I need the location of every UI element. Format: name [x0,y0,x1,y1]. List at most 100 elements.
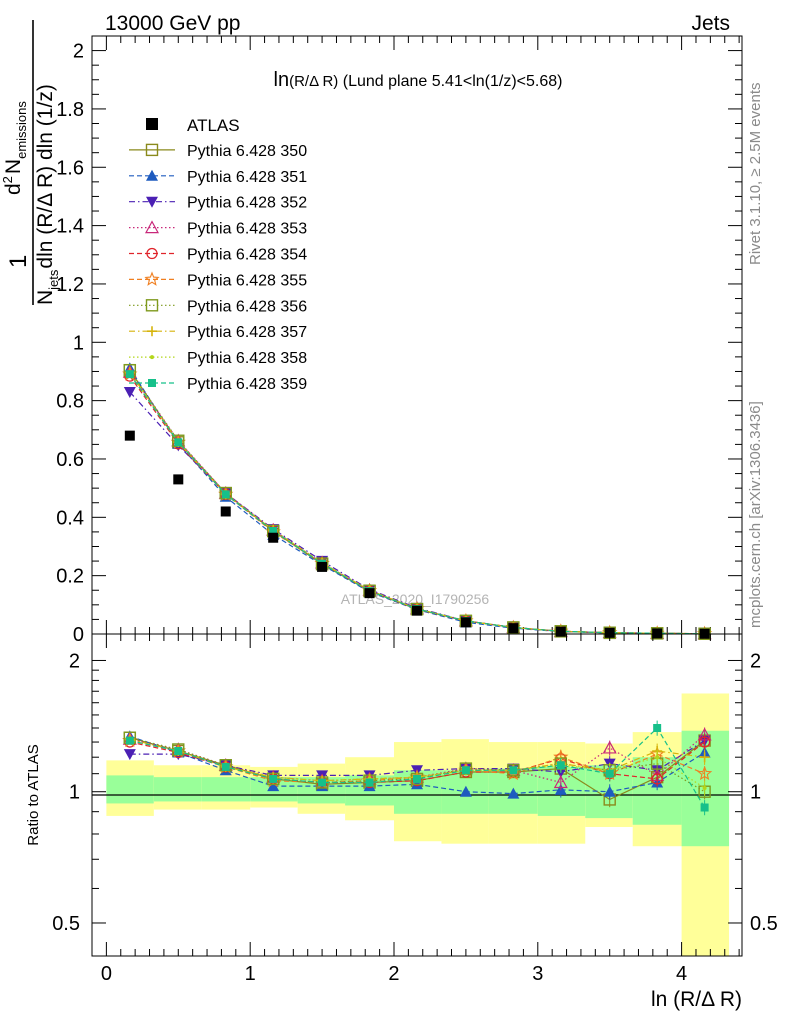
ratio-marker [655,755,660,760]
ylabel-denominator: dln (R/Δ R) dln (1/z) [34,84,57,268]
ratio-marker [461,766,470,775]
ylabel-emissions: emissions [14,101,29,159]
rivet-label: Rivet 3.1.10, ≥ 2.5M events [747,83,764,266]
legend-marker [145,299,159,312]
atlas-data-point [173,474,184,485]
ratio-marker [365,778,374,787]
ratio-y-axis-label: Ratio to ATLAS [25,744,42,845]
mcplots-label: mcplots.cern.ch [arXiv:1306.3436] [747,401,764,628]
ratio-marker [413,774,421,783]
ylabel-jets: jets [46,269,61,291]
legend-marker [146,196,158,208]
ratio-marker [174,746,183,755]
x-tick-label: 4 [676,963,687,985]
ratio-ytick-label: 0.5 [52,913,80,935]
atlas-data-point [460,617,471,628]
x-axis-label: ln (R/Δ R) [651,988,742,1011]
atlas-data-points [124,430,710,639]
legend-marker [150,355,154,360]
header-energy-label: 13000 GeV pp [105,12,240,35]
legend-label: Pythia 6.428 351 [187,169,307,186]
main-ytick-label: 1.8 [56,99,84,121]
main-y-axis-title: 1 d2 Nemissions Njetsdln (R/Δ R) dln (1/z… [0,20,61,305]
ratio-marker [699,752,710,763]
legend-label: Pythia 6.428 354 [187,247,307,264]
ratio-ytick-label-right: 1 [750,782,761,804]
ratio-marker [702,785,707,790]
main-ytick-label: 0.4 [56,507,84,529]
atlas-data-point [268,532,279,543]
main-marker [125,370,134,379]
ratio-stat-band [153,777,202,802]
main-ytick-label: 0.2 [56,566,84,588]
atlas-data-point [652,628,663,639]
ratio-uncertainty-bands [106,693,730,956]
legend-label: Pythia 6.428 358 [187,350,307,367]
legend-label: Pythia 6.428 357 [187,324,307,341]
main-ytick-label: 1.6 [56,157,84,179]
main-ytick-label: 1.2 [56,274,84,296]
ratio-series-layer [122,720,713,816]
ratio-axis-ticks: 0.5 0.5 1 1 2 2 0 1 2 3 4 [52,634,778,985]
ratio-marker [459,785,472,797]
atlas-data-point [555,626,566,637]
ylabel-sq: 2 [0,176,15,183]
ratio-marker [651,773,663,785]
atlas-data-point [220,506,231,517]
atlas-data-point [412,605,422,616]
ratio-ytick-label-right: 0.5 [750,913,778,935]
header-jets-label: Jets [691,12,730,35]
x-tick-label: 3 [532,963,543,985]
legend-marker [146,169,158,181]
main-ytick-label: 2 [73,41,84,63]
ratio-marker [123,749,136,761]
ratio-marker [269,774,278,783]
main-marker [123,386,136,398]
atlas-data-point [124,430,135,441]
ratio-marker [125,736,134,745]
legend-atlas-marker [146,118,158,130]
legend-label: Pythia 6.428 353 [187,221,307,238]
legend: ATLAS Pythia 6.428 350 Pythia 6.428 351 Pyt… [129,116,307,393]
main-ytick-label: 0.8 [56,391,84,413]
legend-label: Pythia 6.428 350 [187,143,307,160]
ratio-ytick-label: 2 [69,650,80,672]
ratio-ytick-label-right: 2 [750,650,761,672]
legend-marker [147,326,157,337]
atlas-data-point [317,561,328,572]
main-ytick-label: 0 [73,624,84,646]
chart-title-rest: (Lund plane 5.41<ln(1/z)<5.68) [338,73,562,90]
svg-text:Njetsdln (R/Δ R) dln (1/z): Njetsdln (R/Δ R) dln (1/z) [34,84,61,305]
x-tick-label: 1 [245,963,256,985]
ratio-stat-band [201,777,251,802]
legend-atlas-label: ATLAS [187,116,240,135]
ratio-marker [602,740,617,754]
ratio-marker [267,780,280,792]
legend-marker [145,143,159,157]
ratio-marker [509,766,518,775]
ylabel-numerator-one: 1 [5,255,32,268]
ratio-marker [221,762,230,771]
x-tick-label: 0 [101,963,112,985]
ratio-marker [698,736,711,748]
analysis-watermark: ATLAS_2020_I1790256 [341,591,490,607]
ratio-marker [700,803,709,812]
atlas-data-point [508,623,519,634]
main-axis-ticks: 0 0.2 0.4 0.6 0.8 1 1.2 1.4 1.6 1.8 2 [56,36,742,646]
ylabel-n: N [2,159,25,174]
ratio-series-359 [125,720,709,816]
main-marker [269,526,278,535]
ratio-panel-frame [91,633,743,957]
chart-title-paren: (R/Δ R) [289,73,338,90]
ratio-marker [603,785,616,797]
ratio-marker [653,724,662,733]
legend-label: Pythia 6.428 352 [187,195,307,212]
ratio-marker [505,765,521,781]
svg-text:d2Nemissions: d2 Nemissions [0,101,29,195]
legend-label: Pythia 6.428 355 [187,272,307,289]
atlas-data-point [364,588,375,599]
legend-marker [146,247,158,260]
ylabel-njets-n: N [34,290,57,305]
atlas-data-point [604,627,615,638]
ratio-marker [265,772,281,788]
